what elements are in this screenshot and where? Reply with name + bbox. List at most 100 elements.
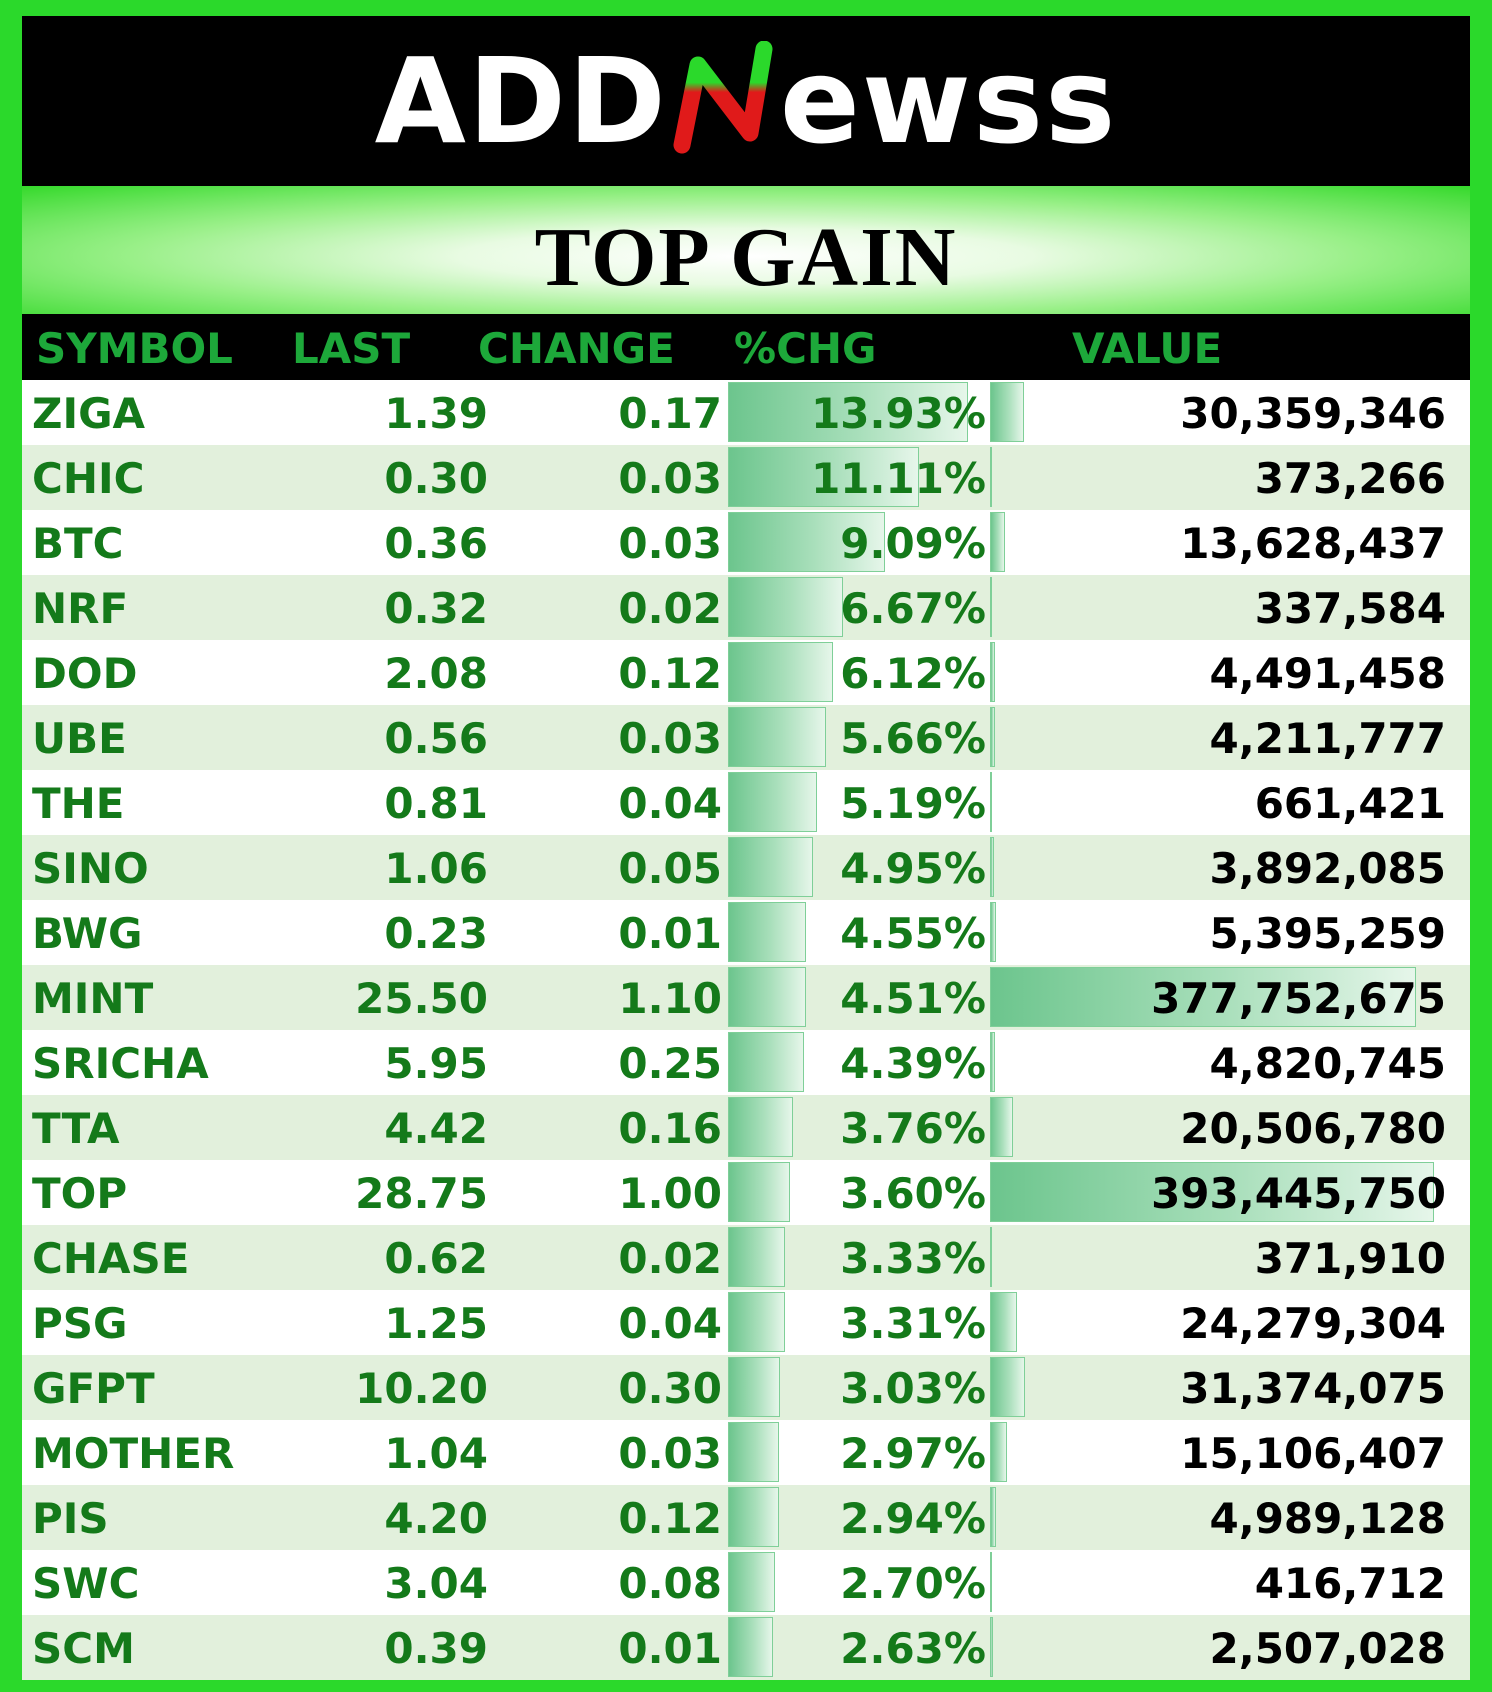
value-cell: 4,211,777 <box>1209 714 1446 763</box>
value-bar <box>990 512 1006 572</box>
value-cell: 416,712 <box>1254 1559 1446 1608</box>
symbol-cell: THE <box>32 779 125 828</box>
value-bar <box>990 1227 992 1287</box>
pct-change-bar <box>728 772 818 832</box>
column-header-change: CHANGE <box>478 324 675 373</box>
symbol-cell: MOTHER <box>32 1429 235 1478</box>
pct-change-cell: 3.76% <box>840 1104 986 1153</box>
table-row: ZIGA 1.39 0.17 13.93% 30,359,346 <box>22 380 1470 445</box>
pct-change-cell: 2.94% <box>840 1494 986 1543</box>
table-row: NRF 0.32 0.02 6.67% 337,584 <box>22 575 1470 640</box>
symbol-cell: BTC <box>32 519 124 568</box>
pct-change-bar <box>728 1292 786 1352</box>
pct-change-bar <box>728 642 834 702</box>
value-cell: 393,445,750 <box>1151 1169 1446 1218</box>
last-price-cell: 0.81 <box>384 779 488 828</box>
pct-change-bar <box>728 1032 804 1092</box>
change-cell: 0.02 <box>618 1234 722 1283</box>
pct-change-bar <box>728 967 806 1027</box>
table-row: TOP 28.75 1.00 3.60% 393,445,750 <box>22 1160 1470 1225</box>
symbol-cell: CHASE <box>32 1234 190 1283</box>
symbol-cell: UBE <box>32 714 127 763</box>
pct-change-bar <box>728 902 807 962</box>
change-cell: 0.01 <box>618 1624 722 1673</box>
symbol-cell: DOD <box>32 649 138 698</box>
value-bar <box>990 1357 1026 1417</box>
table-row: DOD 2.08 0.12 6.12% 4,491,458 <box>22 640 1470 705</box>
value-bar <box>990 707 995 767</box>
pct-change-cell: 4.95% <box>840 844 986 893</box>
pct-change-bar <box>728 447 920 507</box>
pct-change-bar <box>728 837 814 897</box>
pct-change-cell: 2.63% <box>840 1624 986 1673</box>
column-header-symbol: SYMBOL <box>36 324 233 373</box>
pct-change-cell: 3.31% <box>840 1299 986 1348</box>
last-price-cell: 1.06 <box>384 844 488 893</box>
value-cell: 13,628,437 <box>1180 519 1446 568</box>
change-cell: 0.03 <box>618 519 722 568</box>
change-cell: 0.17 <box>618 389 722 438</box>
change-cell: 0.03 <box>618 714 722 763</box>
column-header-pct-change: %CHG <box>734 324 877 373</box>
table-row: UBE 0.56 0.03 5.66% 4,211,777 <box>22 705 1470 770</box>
last-price-cell: 0.36 <box>384 519 488 568</box>
value-bar <box>990 1292 1018 1352</box>
pct-change-cell: 2.70% <box>840 1559 986 1608</box>
table-row: GFPT 10.20 0.30 3.03% 31,374,075 <box>22 1355 1470 1420</box>
column-header-value: VALUE <box>1072 324 1223 373</box>
pct-change-cell: 5.66% <box>840 714 986 763</box>
pct-change-cell: 3.03% <box>840 1364 986 1413</box>
value-bar <box>990 447 992 507</box>
table-row: MOTHER 1.04 0.03 2.97% 15,106,407 <box>22 1420 1470 1485</box>
change-cell: 0.30 <box>618 1364 722 1413</box>
table-body: ZIGA 1.39 0.17 13.93% 30,359,346 CHIC 0.30 0.03… <box>22 380 1470 1680</box>
pct-change-cell: 4.39% <box>840 1039 986 1088</box>
pct-change-cell: 3.60% <box>840 1169 986 1218</box>
table-row: PSG 1.25 0.04 3.31% 24,279,304 <box>22 1290 1470 1355</box>
table-row: BTC 0.36 0.03 9.09% 13,628,437 <box>22 510 1470 575</box>
change-cell: 0.01 <box>618 909 722 958</box>
change-cell: 0.25 <box>618 1039 722 1088</box>
value-cell: 4,491,458 <box>1209 649 1446 698</box>
symbol-cell: SRICHA <box>32 1039 209 1088</box>
table-row: MINT 25.50 1.10 4.51% 377,752,675 <box>22 965 1470 1030</box>
brand-n-mark-icon <box>673 41 773 154</box>
value-bar <box>990 577 992 637</box>
value-cell: 20,506,780 <box>1180 1104 1446 1153</box>
last-price-cell: 25.50 <box>355 974 488 1023</box>
value-bar <box>990 1422 1008 1482</box>
value-cell: 4,989,128 <box>1209 1494 1446 1543</box>
infographic-frame: ADD ewss TOP GAIN SYMBOL LAST CHANGE %CH <box>22 16 1470 1680</box>
table-row: PIS 4.20 0.12 2.94% 4,989,128 <box>22 1485 1470 1550</box>
change-cell: 0.12 <box>618 1494 722 1543</box>
pct-change-bar <box>728 1422 780 1482</box>
value-bar <box>990 837 995 897</box>
value-bar <box>990 772 992 832</box>
change-cell: 0.02 <box>618 584 722 633</box>
table-row: SWC 3.04 0.08 2.70% 416,712 <box>22 1550 1470 1615</box>
last-price-cell: 1.04 <box>384 1429 488 1478</box>
table-row: SRICHA 5.95 0.25 4.39% 4,820,745 <box>22 1030 1470 1095</box>
table-row: CHASE 0.62 0.02 3.33% 371,910 <box>22 1225 1470 1290</box>
pct-change-bar <box>728 1227 786 1287</box>
page-title: TOP GAIN <box>534 210 958 304</box>
last-price-cell: 2.08 <box>384 649 488 698</box>
pct-change-bar <box>728 1097 793 1157</box>
value-cell: 5,395,259 <box>1209 909 1446 958</box>
pct-change-bar <box>728 707 826 767</box>
symbol-cell: GFPT <box>32 1364 155 1413</box>
symbol-cell: BWG <box>32 909 143 958</box>
value-cell: 15,106,407 <box>1180 1429 1446 1478</box>
value-bar <box>990 1162 1434 1222</box>
last-price-cell: 5.95 <box>384 1039 488 1088</box>
pct-change-cell: 6.67% <box>840 584 986 633</box>
symbol-cell: CHIC <box>32 454 145 503</box>
brand-logo: ADD ewss <box>375 32 1118 170</box>
last-price-cell: 1.25 <box>384 1299 488 1348</box>
value-bar <box>990 902 997 962</box>
value-cell: 4,820,745 <box>1209 1039 1446 1088</box>
value-cell: 2,507,028 <box>1209 1624 1446 1673</box>
symbol-cell: NRF <box>32 584 129 633</box>
value-cell: 3,892,085 <box>1209 844 1446 893</box>
change-cell: 0.08 <box>618 1559 722 1608</box>
